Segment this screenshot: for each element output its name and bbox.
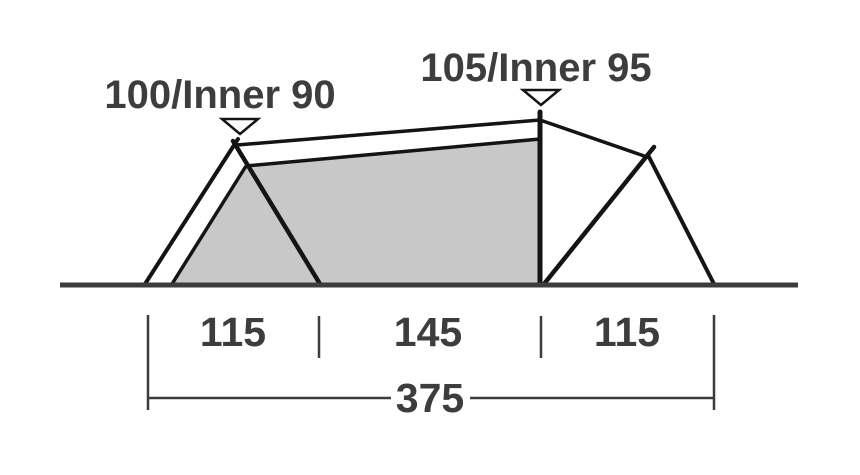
segment-width-label-2: 145	[394, 309, 462, 355]
porch-pole	[541, 144, 657, 287]
segment-width-label-1: 115	[200, 309, 266, 355]
inner-tent-ridge-edge	[245, 137, 541, 168]
fly-left-pole	[143, 137, 240, 286]
segment-width-label-3: 115	[594, 309, 660, 355]
inner-pole	[230, 138, 323, 287]
ridge-line	[236, 118, 541, 147]
left-peak-height-label: 100/Inner 90	[104, 73, 335, 117]
main-peak-height-label: 105/Inner 95	[420, 46, 651, 90]
inner-tent-fill	[172, 139, 540, 284]
porch-ridge-line	[539, 118, 651, 160]
porch-right-edge	[647, 155, 716, 286]
inner-tent-left-edge	[170, 165, 248, 285]
main-peak-marker-icon	[519, 88, 563, 107]
total-width-label: 375	[396, 375, 464, 421]
left-peak-marker-icon	[218, 117, 262, 136]
